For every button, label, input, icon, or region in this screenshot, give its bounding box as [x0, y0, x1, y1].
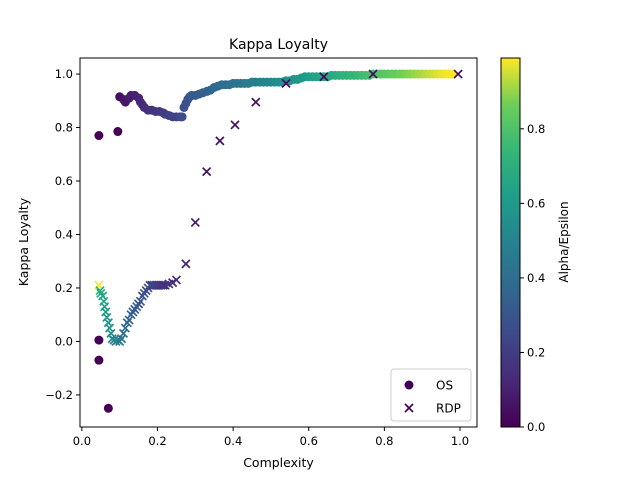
os-point [177, 112, 187, 122]
x-tick-label: 0.6 [300, 434, 318, 448]
x-tick-label: 0.2 [148, 434, 166, 448]
rdp-point [104, 323, 115, 333]
colorbar-tick-label: 0.6 [527, 196, 545, 210]
x-tick-label: 0.4 [224, 434, 242, 448]
rdp-point [120, 323, 130, 333]
x-axis-label: Complexity [243, 455, 314, 470]
rdp-point [118, 328, 129, 339]
colorbar-gradient [500, 57, 521, 428]
legend-os-label: OS [436, 379, 453, 393]
rdp-point [181, 259, 191, 269]
y-tick-label: 0.6 [55, 174, 73, 188]
rdp-point [190, 217, 200, 228]
y-tick-label: 0.4 [55, 227, 73, 241]
rdp-point [215, 136, 225, 146]
rdp-point [102, 312, 112, 322]
os-point [113, 127, 123, 137]
y-axis-ticks: −0.2 0.0 0.2 0.4 0.6 0.8 1.0 [45, 67, 80, 402]
colorbar: 0.0 0.2 0.4 0.6 0.8 Alpha/Epsilon [500, 57, 571, 434]
plot-frame [79, 57, 478, 428]
legend-rdp-label: RDP [436, 402, 461, 416]
rdp-point [95, 286, 105, 296]
legend: OS RDP [390, 368, 472, 422]
y-axis-label: Kappa Loyalty [16, 197, 31, 286]
colorbar-tick-label: 0.2 [527, 345, 545, 359]
colorbar-tick-label: 0.4 [527, 271, 545, 285]
os-point [94, 131, 104, 141]
data-points [94, 69, 463, 413]
x-tick-label: 0.8 [375, 434, 393, 448]
rdp-point [116, 334, 127, 344]
rdp-point [230, 120, 240, 130]
y-tick-label: −0.2 [45, 388, 73, 402]
colorbar-label: Alpha/Epsilon [557, 201, 571, 282]
os-point [94, 355, 104, 365]
rdp-point [281, 78, 291, 89]
x-tick-label: 1.0 [451, 434, 469, 448]
x-axis-ticks: 0.0 0.2 0.4 0.6 0.8 1.0 [73, 427, 469, 448]
chart-title: Kappa Loyalty [229, 37, 328, 53]
y-tick-label: 0.0 [55, 334, 73, 348]
rdp-point [135, 296, 146, 306]
rdp-point [171, 275, 182, 285]
y-tick-label: 1.0 [55, 67, 73, 81]
y-tick-label: 0.2 [55, 281, 73, 295]
plot-area: 0.0 0.2 0.4 0.6 0.8 1.0 −0.2 0.0 0.2 0.4 0.6 0.8 1.… [45, 57, 478, 448]
colorbar-tick-label: 0.0 [527, 420, 545, 434]
rdp-point [368, 69, 378, 79]
rdp-point [453, 69, 463, 79]
legend-rdp-marker [404, 403, 414, 413]
os-point [103, 403, 113, 413]
os-point [94, 335, 104, 345]
x-tick-label: 0.0 [73, 434, 91, 448]
rdp-point [251, 97, 261, 107]
colorbar-ticks: 0.0 0.2 0.4 0.6 0.8 [520, 122, 545, 434]
y-tick-label: 0.8 [55, 121, 73, 135]
rdp-point [156, 280, 166, 290]
rdp-point [124, 315, 134, 325]
legend-os-marker [404, 380, 414, 390]
colorbar-tick-label: 0.8 [527, 122, 545, 136]
rdp-point [319, 72, 329, 82]
rdp-point [202, 167, 212, 177]
